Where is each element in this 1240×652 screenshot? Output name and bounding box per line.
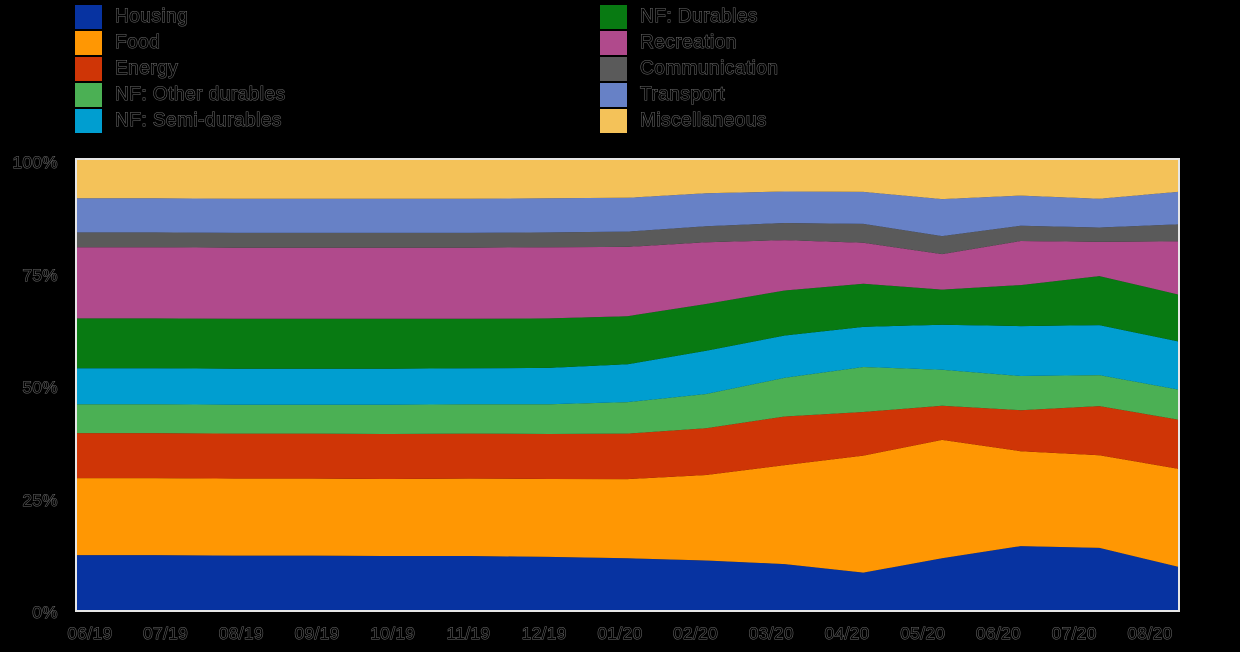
legend-label: Food	[114, 32, 161, 54]
stacked-area-plot	[77, 160, 1178, 610]
y-tick-label: 0%	[32, 603, 58, 623]
y-tick-label: 50%	[22, 378, 58, 398]
legend-label: Housing	[114, 6, 189, 28]
y-tick-label: 25%	[22, 490, 58, 510]
x-tick-label: 06/20	[976, 624, 1022, 644]
y-tick-label: 75%	[22, 265, 58, 285]
area-series-nf-durables	[77, 276, 1178, 369]
legend-label: Miscellaneous	[640, 110, 767, 132]
y-tick-label: 100%	[12, 153, 58, 173]
area-series-communication	[77, 223, 1178, 255]
legend-item: Housing	[75, 5, 188, 29]
area-series-transport	[77, 191, 1178, 237]
legend-swatch-energy	[75, 57, 102, 81]
legend-swatch-communication	[600, 57, 627, 81]
legend-swatch-transport	[600, 83, 627, 107]
plot-area	[75, 158, 1180, 612]
x-tick-label: 02/20	[673, 624, 719, 644]
x-tick-label: 11/19	[446, 624, 491, 644]
x-tick-label: 06/19	[67, 624, 113, 644]
x-tick-label: 07/19	[143, 624, 189, 644]
legend-label: Recreation	[640, 32, 737, 54]
legend-item: NF: Semi-durables	[75, 109, 282, 133]
x-tick-label: 07/20	[1051, 624, 1097, 644]
legend-swatch-nf-other-durables	[75, 83, 102, 107]
x-tick-label: 09/19	[294, 624, 340, 644]
legend: Housing Food Energy NF: Other durables NF: S…	[0, 0, 1240, 150]
legend-swatch-miscellaneous	[600, 109, 627, 133]
legend-label: NF: Other durables	[115, 84, 286, 106]
legend-swatch-food	[75, 31, 102, 55]
area-series-nf-other-durables	[77, 367, 1178, 434]
legend-item: NF: Other durables	[75, 83, 286, 107]
area-series-energy	[77, 405, 1178, 480]
legend-label: NF: Semi-durables	[115, 110, 282, 132]
area-series-nf-semi-durables	[77, 324, 1178, 405]
x-tick-label: 08/20	[1127, 624, 1173, 644]
legend-item: Energy	[75, 57, 178, 81]
legend-item: NF: Durables	[600, 5, 758, 29]
legend-label: Communication	[640, 58, 779, 80]
x-tick-label: 01/20	[597, 624, 643, 644]
legend-label: NF: Durables	[640, 6, 758, 28]
legend-swatch-nf-durables	[600, 5, 627, 29]
x-tick-label: 04/20	[824, 624, 870, 644]
legend-item: Transport	[600, 83, 725, 107]
x-tick-label: 10/19	[370, 624, 416, 644]
x-tick-label: 03/20	[748, 624, 794, 644]
legend-item: Recreation	[600, 31, 737, 55]
area-series-miscellaneous	[77, 160, 1178, 200]
legend-label: Energy	[114, 58, 179, 80]
legend-swatch-recreation	[600, 31, 627, 55]
x-tick-label: 05/20	[900, 624, 946, 644]
legend-swatch-nf-semi-durables	[75, 109, 102, 133]
legend-item: Communication	[600, 57, 779, 81]
area-series-housing	[77, 546, 1178, 610]
x-tick-label: 12/19	[521, 624, 567, 644]
x-tick-label: 08/19	[218, 624, 264, 644]
legend-swatch-housing	[75, 5, 102, 29]
legend-item: Miscellaneous	[600, 109, 767, 133]
area-series-recreation	[77, 240, 1178, 319]
area-series-food	[77, 439, 1178, 573]
legend-item: Food	[75, 31, 160, 55]
legend-label: Transport	[639, 84, 726, 106]
